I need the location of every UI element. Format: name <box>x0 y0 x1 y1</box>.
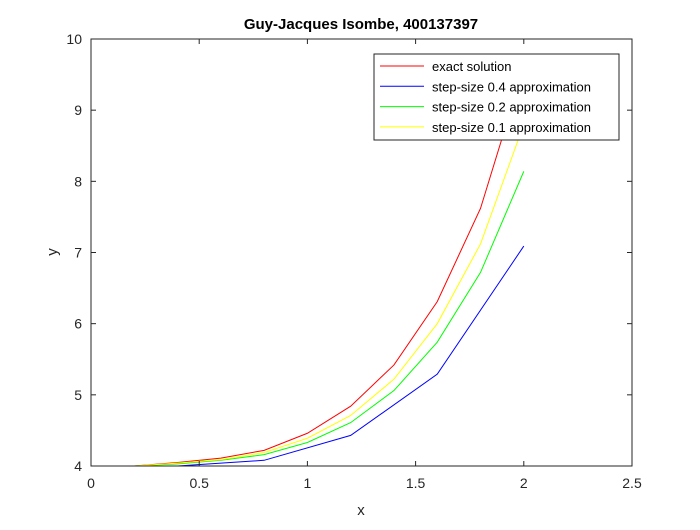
y-tick-label-3: 7 <box>74 245 82 261</box>
y-tick-label-6: 10 <box>66 31 82 47</box>
y-tick-label-2: 6 <box>74 316 82 332</box>
legend-label-0: exact solution <box>432 59 512 74</box>
x-tick-label-2: 1 <box>304 475 312 491</box>
y-tick-label-1: 5 <box>74 387 82 403</box>
y-tick-label-5: 9 <box>74 102 82 118</box>
x-tick-label-4: 2 <box>520 475 528 491</box>
series-line-3 <box>91 124 525 467</box>
legend-label-1: step-size 0.4 approximation <box>432 79 591 94</box>
x-tick-label-3: 1.5 <box>406 475 426 491</box>
legend-items: exact solution step-size 0.4 approximatio… <box>380 59 591 135</box>
x-tick-label-5: 2.5 <box>622 475 642 491</box>
legend-label-2: step-size 0.2 approximation <box>432 100 591 115</box>
legend: exact solution step-size 0.4 approximatio… <box>373 53 620 141</box>
x-tick-label-1: 0.5 <box>189 475 209 491</box>
y-tick-label-4: 8 <box>74 173 82 189</box>
chart-title: Guy-Jacques Isombe, 400137397 <box>244 16 478 33</box>
legend-label-3: step-size 0.1 approximation <box>432 120 591 135</box>
legend-box <box>373 53 620 141</box>
ticks-layer: 0 0.5 1 1.5 2 2.5 4 5 6 7 8 9 10 <box>66 31 642 491</box>
y-tick-label-0: 4 <box>74 458 82 474</box>
y-axis-label: y <box>44 248 61 256</box>
x-tick-label-0: 0 <box>87 475 95 491</box>
x-axis-label: x <box>357 502 365 519</box>
